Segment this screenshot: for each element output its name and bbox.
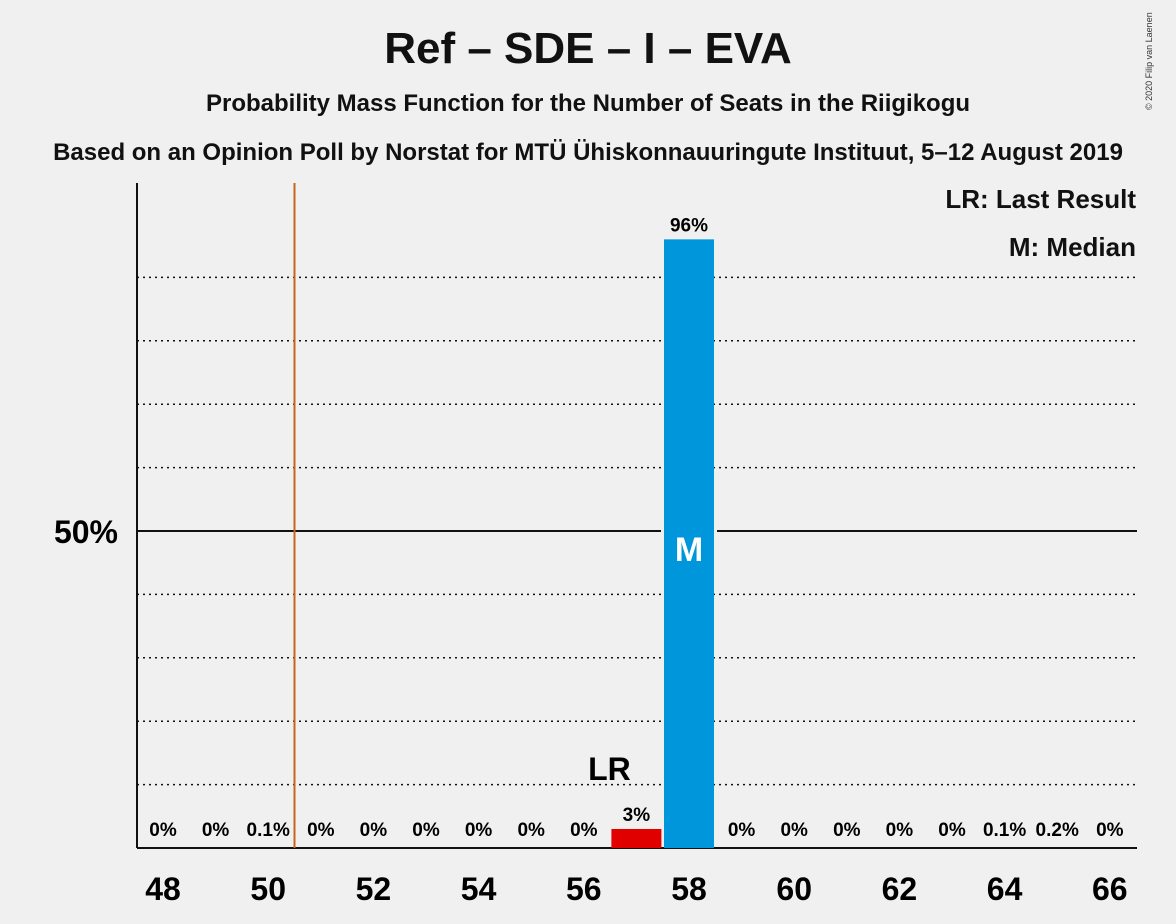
x-tick-label-58: 58 — [671, 871, 707, 907]
bar-label-52: 0% — [360, 820, 388, 841]
bar-label-66: 0% — [1096, 820, 1124, 841]
bar-label-51: 0% — [307, 820, 335, 841]
bar-label-65: 0.2% — [1036, 820, 1079, 841]
bar-label-64: 0.1% — [983, 820, 1026, 841]
last-result-marker: LR — [588, 751, 631, 787]
bar-label-60: 0% — [780, 820, 808, 841]
chart-subtitle: Probability Mass Function for the Number… — [205, 90, 971, 117]
legend-median: M: Median — [1008, 232, 1136, 262]
bar-label-57: 3% — [623, 805, 651, 826]
bar-57 — [611, 828, 662, 848]
bar-label-62: 0% — [886, 820, 914, 841]
median-marker: M — [675, 531, 703, 569]
bar-label-50: 0.1% — [247, 820, 290, 841]
x-tick-label-56: 56 — [566, 871, 602, 907]
x-tick-label-60: 60 — [776, 871, 812, 907]
bar-58 — [664, 239, 714, 849]
x-tick-label-66: 66 — [1092, 871, 1128, 907]
chart-source: Based on an Opinion Poll by Norstat for … — [53, 139, 1123, 166]
bar-label-63: 0% — [938, 820, 966, 841]
bar-label-58: 96% — [670, 215, 708, 236]
chart-title: Ref – SDE – I – EVA — [384, 24, 792, 73]
bar-label-49: 0% — [202, 820, 230, 841]
x-tick-label-54: 54 — [461, 871, 497, 907]
bar-label-55: 0% — [517, 820, 545, 841]
bar-label-54: 0% — [465, 820, 493, 841]
bar-label-56: 0% — [570, 820, 598, 841]
bar-label-61: 0% — [833, 820, 861, 841]
bar-label-53: 0% — [412, 820, 440, 841]
x-tick-label-48: 48 — [145, 871, 181, 907]
x-tick-label-62: 62 — [882, 871, 918, 907]
y-tick-label: 50% — [54, 514, 118, 550]
legend-last-result: LR: Last Result — [945, 184, 1136, 214]
x-tick-label-64: 64 — [987, 871, 1023, 907]
x-tick-label-52: 52 — [356, 871, 392, 907]
bar-label-59: 0% — [728, 820, 756, 841]
bar-label-48: 0% — [149, 820, 177, 841]
x-tick-label-50: 50 — [250, 871, 286, 907]
